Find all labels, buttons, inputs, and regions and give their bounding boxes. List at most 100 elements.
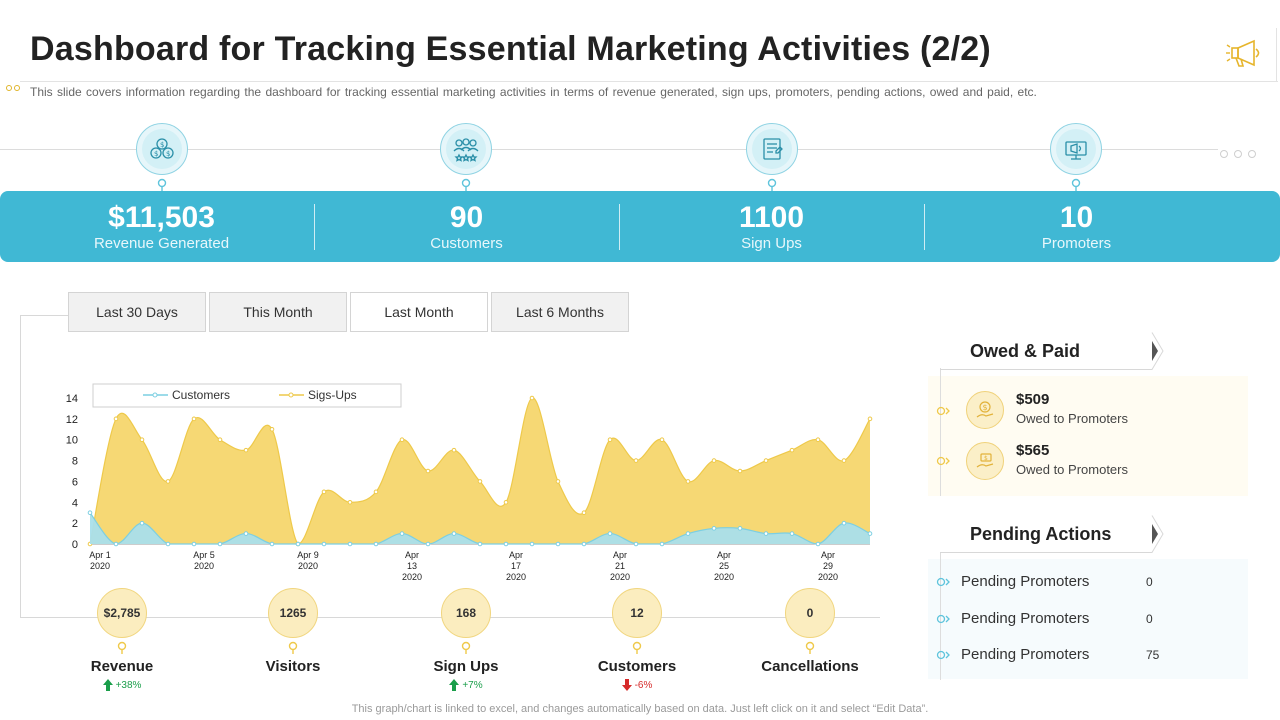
chart-frame-left xyxy=(20,315,21,618)
signups-area-point xyxy=(815,437,821,443)
metric-name: Sign Ups xyxy=(433,658,499,675)
customers-area-point xyxy=(555,541,561,547)
customers-area-point xyxy=(373,541,379,547)
kpi-value: 90 xyxy=(449,201,484,234)
signups-area-point xyxy=(113,416,119,422)
y-tick-label: 8 xyxy=(72,456,78,468)
kpi-customers: 90 Customers xyxy=(314,191,619,262)
customers-group-icon xyxy=(440,123,492,175)
metric-value: 12 xyxy=(612,588,662,638)
period-tabs: Last 30 Days This Month Last Month Last … xyxy=(68,292,632,332)
metric-delta-text: +38% xyxy=(115,679,142,691)
x-tick-label: Apr 29 2020 xyxy=(818,550,838,582)
metric-delta-text: -6% xyxy=(634,679,653,691)
bullet-icon xyxy=(936,614,950,624)
pending-row: Pending Promoters 0 xyxy=(936,609,1236,629)
signups-area-point xyxy=(243,447,249,453)
signups-area-point xyxy=(503,499,509,505)
customers-area-point xyxy=(165,541,171,547)
svg-text:$: $ xyxy=(166,150,170,158)
footer-note: This graph/chart is linked to excel, and… xyxy=(351,703,929,715)
signups-area-point xyxy=(191,416,197,422)
pin-icon xyxy=(1071,178,1081,191)
y-tick-label: 12 xyxy=(66,414,78,426)
metric-name: Visitors xyxy=(265,658,321,675)
customers-area-point xyxy=(321,541,327,547)
metric-value: 0 xyxy=(785,588,835,638)
signups-area-point xyxy=(555,479,561,484)
kpi-label: Sign Ups xyxy=(741,235,802,252)
metric-delta-text: +7% xyxy=(462,679,483,691)
tab-last-30-days[interactable]: Last 30 Days xyxy=(68,292,206,332)
customers-area-point xyxy=(867,531,873,536)
metric-name: Customers xyxy=(597,658,677,675)
page-subtitle: This slide covers information regarding … xyxy=(30,85,1037,99)
customers-area-point xyxy=(295,541,301,547)
metric-customers: 12 Customers -6% xyxy=(557,588,717,691)
x-tick-label: Apr 9 2020 xyxy=(297,550,319,571)
y-tick-label: 6 xyxy=(72,476,78,488)
signups-area-point xyxy=(763,458,769,463)
metric-cancellations: 0 Cancellations xyxy=(730,588,890,675)
metric-revenue: $2,785 Revenue +38% xyxy=(42,588,202,691)
tab-last-month[interactable]: Last Month xyxy=(350,292,488,332)
owed-label: Owed to Promoters xyxy=(1016,411,1128,426)
signups-area-point xyxy=(867,416,873,422)
customers-area-point xyxy=(425,541,431,547)
megaphone-icon xyxy=(1226,39,1260,67)
x-tick-label: Apr 21 2020 xyxy=(610,550,630,582)
pin-icon xyxy=(157,178,167,191)
pin-icon xyxy=(288,641,298,654)
customers-area-point xyxy=(737,526,743,531)
pending-label: Pending Promoters xyxy=(961,646,1090,663)
kpi-value: 10 xyxy=(1059,201,1094,234)
signups-area-point xyxy=(425,468,431,474)
kpi-band: $11,503 Revenue Generated 90 Customers 1… xyxy=(0,191,1280,262)
y-tick-label: 2 xyxy=(72,518,78,530)
signups-area-point xyxy=(165,479,171,484)
signups-area-point xyxy=(841,458,847,463)
customers-area-point xyxy=(503,541,509,547)
bullet-icon xyxy=(936,456,950,466)
title-right-border xyxy=(1276,28,1277,82)
metric-visitors: 1265 Visitors xyxy=(213,588,373,675)
signups-area-point xyxy=(685,479,691,484)
kpi-divider xyxy=(619,204,620,250)
pending-row: Pending Promoters 75 xyxy=(936,645,1236,665)
bullet-icon xyxy=(936,406,950,416)
customers-area-point xyxy=(607,531,613,536)
customers-area-point xyxy=(711,526,717,531)
metric-value: 168 xyxy=(441,588,491,638)
customers-area-point xyxy=(191,541,197,547)
track-dots xyxy=(1220,145,1262,163)
owed-paid-header-shape xyxy=(940,332,1164,370)
customers-area-point xyxy=(841,520,847,526)
chart-frame-top xyxy=(20,315,68,316)
legend-box xyxy=(92,383,402,408)
kpi-value: 1100 xyxy=(738,201,805,234)
metric-delta: +7% xyxy=(386,679,546,691)
y-tick-label: 14 xyxy=(66,393,78,405)
metric-delta: -6% xyxy=(557,679,717,691)
pending-actions-title: Pending Actions xyxy=(970,524,1112,544)
tab-this-month[interactable]: This Month xyxy=(209,292,347,332)
pending-value: 75 xyxy=(1146,648,1160,662)
signups-area-point xyxy=(659,437,665,443)
tab-last-6-months[interactable]: Last 6 Months xyxy=(491,292,629,332)
pending-value: 0 xyxy=(1146,612,1153,626)
pin-icon xyxy=(117,641,127,654)
customers-area-point xyxy=(243,531,249,536)
signups-area-point xyxy=(789,447,795,453)
owed-paid-border xyxy=(940,368,941,496)
kpi-divider xyxy=(924,204,925,250)
signups-customers-area-chart[interactable]: 0 2 4 6 8 10 12 14 Apr 1 2020 Apr 5 2020 Apr 9 2020 Ap… xyxy=(0,370,900,585)
metric-value: $2,785 xyxy=(97,588,147,638)
owed-amount: $565 xyxy=(1016,442,1050,459)
customers-area-point xyxy=(581,541,587,547)
signups-area-point xyxy=(269,426,275,432)
pin-icon xyxy=(805,641,815,654)
money-hand-icon: $ xyxy=(966,442,1004,480)
customers-area-point xyxy=(113,541,119,547)
icon-track-line xyxy=(0,149,1218,150)
customers-area-point xyxy=(399,531,405,536)
